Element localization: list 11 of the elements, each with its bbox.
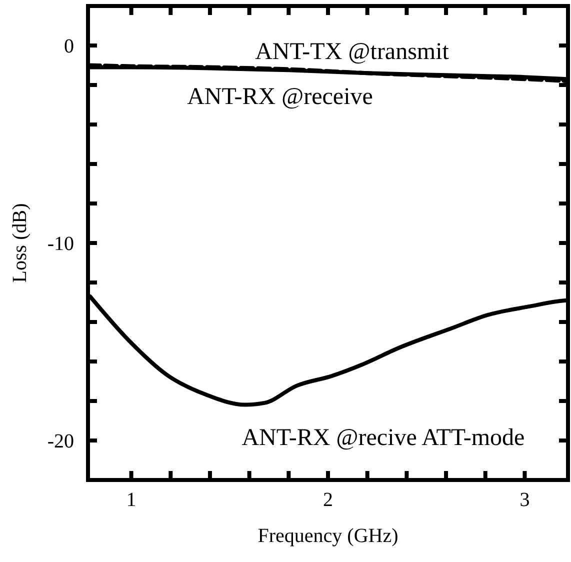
- y-tick-label: 0: [64, 36, 74, 58]
- x-tick-label: 1: [126, 489, 136, 511]
- y-tick-label: -20: [47, 430, 74, 452]
- y-tick-label: -10: [47, 233, 74, 255]
- series-label: ANT-RX @receive: [187, 84, 373, 110]
- legend-label: ANT-RX @recive ATT-mode: [242, 424, 525, 451]
- y-axis-title: Loss (dB): [9, 203, 31, 283]
- x-tick-label: 2: [323, 489, 333, 511]
- x-axis-title: Frequency (GHz): [258, 525, 398, 547]
- x-tick-label: 3: [520, 489, 530, 511]
- series-label: ANT-TX @transmit: [255, 39, 450, 66]
